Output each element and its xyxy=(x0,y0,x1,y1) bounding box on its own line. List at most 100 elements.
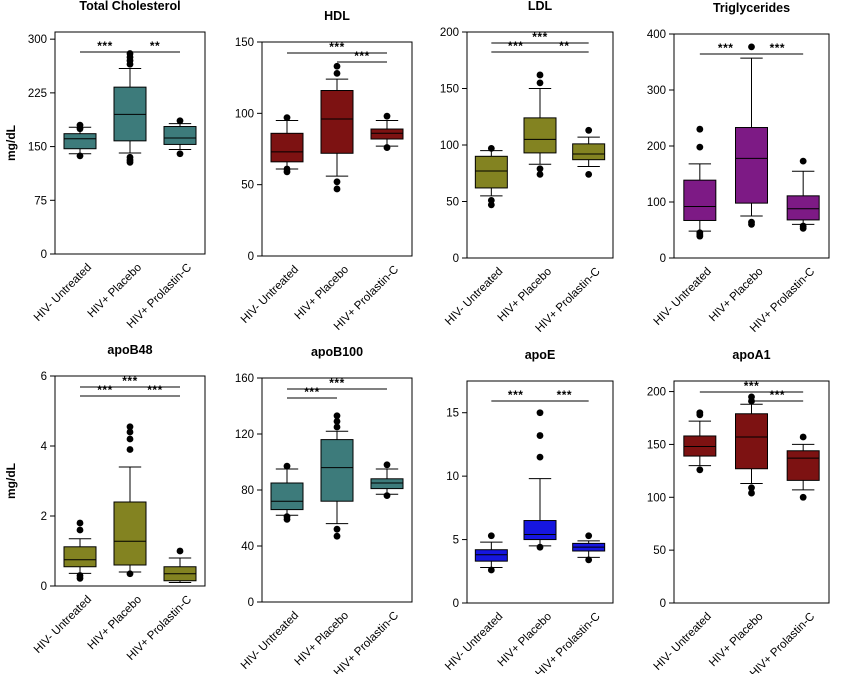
box-iqr xyxy=(370,478,404,490)
outlier-point xyxy=(283,114,291,122)
outlier-point xyxy=(487,196,495,204)
significance-label: *** xyxy=(770,388,786,402)
outlier-point xyxy=(176,150,184,158)
box-2 xyxy=(113,423,147,578)
panel-title: apoB48 xyxy=(107,343,152,357)
box-iqr xyxy=(270,132,304,163)
x-category-label: HIV- Untreated xyxy=(32,594,94,656)
outlier-point xyxy=(383,461,391,469)
outlier-point xyxy=(333,62,341,70)
x-category-label: HIV- Untreated xyxy=(239,264,301,326)
box-1 xyxy=(474,532,508,574)
y-tick-label: 50 xyxy=(446,197,459,209)
chart-panel-1: Total Cholesterol 0 75 150 225 300 mg/dL HIV- U… xyxy=(4,0,206,331)
y-tick-label: 0 xyxy=(660,253,666,265)
box-iqr xyxy=(63,133,97,150)
box-3 xyxy=(572,532,606,564)
y-tick-label: 150 xyxy=(440,84,459,96)
box-iqr xyxy=(370,128,404,140)
y-tick-label: 160 xyxy=(235,373,254,385)
panel-title: apoB100 xyxy=(311,345,363,359)
y-tick-label: 10 xyxy=(446,471,459,483)
outlier-point xyxy=(383,492,391,499)
outlier-point xyxy=(585,556,593,564)
y-tick-label: 75 xyxy=(34,195,47,207)
panel-title: Triglycerides xyxy=(713,1,790,15)
box-3 xyxy=(163,547,197,583)
outlier-point xyxy=(799,157,807,165)
y-tick-label: 300 xyxy=(28,34,47,46)
outlier-point xyxy=(283,165,291,173)
y-tick-label: 4 xyxy=(41,441,48,453)
outlier-point xyxy=(536,453,544,461)
y-tick-label: 200 xyxy=(440,27,459,39)
box-1 xyxy=(683,125,717,240)
significance-label: *** xyxy=(508,388,524,402)
significance-label: *** xyxy=(744,379,760,393)
box-iqr xyxy=(320,90,354,154)
x-category-label: HIV+ Placebo xyxy=(707,611,765,669)
box-2 xyxy=(320,62,354,193)
box-iqr xyxy=(786,195,820,221)
outlier-point xyxy=(748,218,755,226)
y-tick-label: 0 xyxy=(660,598,666,610)
outlier-point xyxy=(585,532,593,540)
outlier-point xyxy=(748,393,755,401)
significance-label: *** xyxy=(532,30,548,44)
y-tick-label: 225 xyxy=(28,88,47,100)
outlier-point xyxy=(76,572,84,579)
outlier-point xyxy=(333,418,341,425)
y-tick-label: 0 xyxy=(453,253,459,265)
y-tick-label: 100 xyxy=(235,108,254,120)
outlier-point xyxy=(748,489,755,497)
outlier-point xyxy=(585,126,593,134)
box-iqr xyxy=(474,549,508,562)
box-iqr xyxy=(270,482,304,511)
y-tick-label: 100 xyxy=(647,492,666,504)
outlier-point xyxy=(585,170,593,178)
outlier-point xyxy=(536,165,544,173)
panel-title: Total Cholesterol xyxy=(79,0,180,13)
y-tick-label: 50 xyxy=(241,180,254,192)
box-iqr xyxy=(735,127,768,204)
plot-frame xyxy=(466,380,614,604)
x-category-label: HIV- Untreated xyxy=(443,611,505,673)
box-3 xyxy=(370,461,404,499)
y-tick-label: 120 xyxy=(235,429,254,441)
plot-frame xyxy=(54,375,206,587)
outlier-point xyxy=(333,69,341,77)
box-3 xyxy=(786,433,820,501)
box-iqr xyxy=(572,143,606,161)
outlier-point xyxy=(696,143,704,151)
significance-label: *** xyxy=(770,41,786,55)
box-3 xyxy=(370,112,404,151)
box-iqr xyxy=(113,501,147,566)
y-tick-label: 100 xyxy=(647,197,666,209)
outlier-point xyxy=(487,532,495,540)
outlier-point xyxy=(748,484,755,492)
outlier-point xyxy=(333,178,341,186)
box-2 xyxy=(113,50,147,166)
outlier-point xyxy=(799,493,807,501)
y-tick-label: 40 xyxy=(241,541,254,553)
outlier-point xyxy=(126,446,134,453)
outlier-point xyxy=(176,547,184,555)
y-tick-label: 150 xyxy=(235,37,254,49)
outlier-point xyxy=(333,525,341,533)
outlier-point xyxy=(696,409,704,417)
y-tick-label: 6 xyxy=(41,371,47,383)
box-1 xyxy=(270,462,304,523)
y-tick-label: 100 xyxy=(440,140,459,152)
y-tick-label: 0 xyxy=(41,249,47,261)
box-iqr xyxy=(683,179,717,221)
box-iqr xyxy=(523,520,557,541)
outlier-point xyxy=(487,144,495,152)
y-tick-label: 15 xyxy=(446,408,459,420)
outlier-point xyxy=(126,428,134,436)
x-category-label: HIV+ Placebo xyxy=(707,266,765,324)
significance-label: ** xyxy=(559,39,569,53)
